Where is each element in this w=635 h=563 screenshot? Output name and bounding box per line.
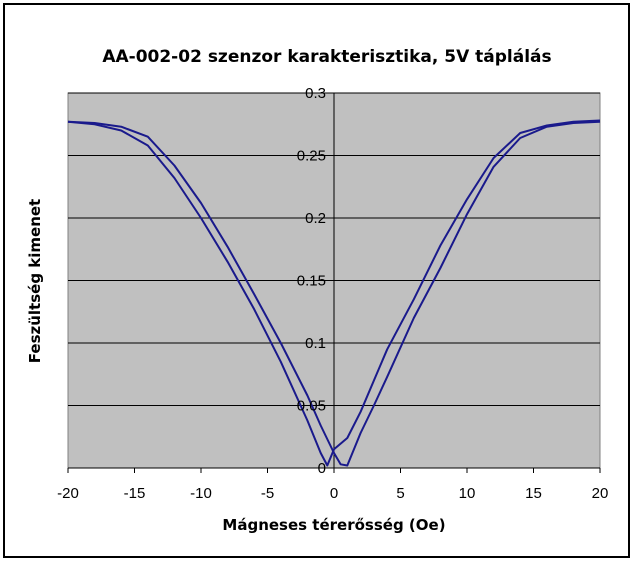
x-tick-label-5: 5 xyxy=(396,485,404,502)
x-tick-label-0: -20 xyxy=(57,485,79,502)
y-axis-label: Feszültség kimenet xyxy=(26,199,44,363)
x-tick-label-4: 0 xyxy=(330,485,338,502)
x-tick-label-7: 15 xyxy=(525,485,542,502)
y-tick-labels: 0 0.05 0.1 0.15 0.2 0.25 0.3 xyxy=(297,85,326,477)
axes xyxy=(67,92,601,473)
x-tick-labels: -20 -15 -10 -5 0 5 10 15 20 xyxy=(57,485,608,502)
x-tick-label-1: -15 xyxy=(124,485,146,502)
y-tick-label-0: 0 xyxy=(318,460,326,477)
series-group xyxy=(67,119,601,467)
y-tick-label-1: 0.05 xyxy=(297,398,326,415)
x-tick-label-2: -10 xyxy=(190,485,212,502)
y-tick-label-3: 0.15 xyxy=(297,273,326,290)
y-tick-label-5: 0.25 xyxy=(297,148,326,165)
y-tick-label-4: 0.2 xyxy=(305,210,326,227)
series-line-sweep-up xyxy=(67,120,601,467)
y-tick-label-6: 0.3 xyxy=(305,85,326,102)
series-line-sweep-down xyxy=(67,119,601,467)
y-tick-label-2: 0.1 xyxy=(305,335,326,352)
x-tick-label-8: 20 xyxy=(592,485,609,502)
x-tick-label-3: -5 xyxy=(261,485,274,502)
chart-title: AA-002-02 szenzor karakterisztika, 5V tá… xyxy=(102,47,551,67)
x-axis-label: Mágneses térerősség (Oe) xyxy=(222,516,445,534)
x-tick-label-6: 10 xyxy=(459,485,476,502)
